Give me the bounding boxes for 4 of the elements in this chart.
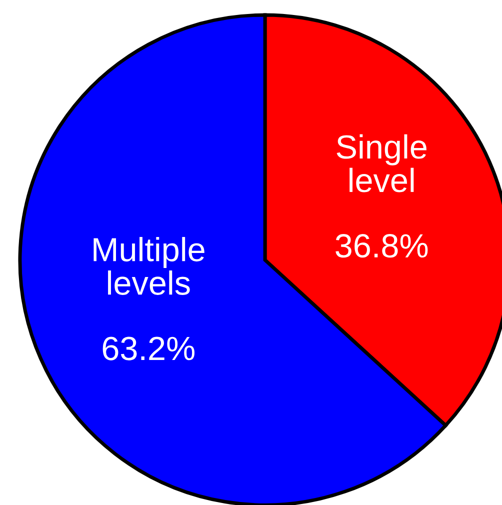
data-label: 36.8%	[336, 234, 428, 258]
slice-label: Multiple levels	[94, 236, 204, 295]
data-label: 63.2%	[102, 336, 194, 360]
slice-label: Single level	[336, 134, 426, 192]
